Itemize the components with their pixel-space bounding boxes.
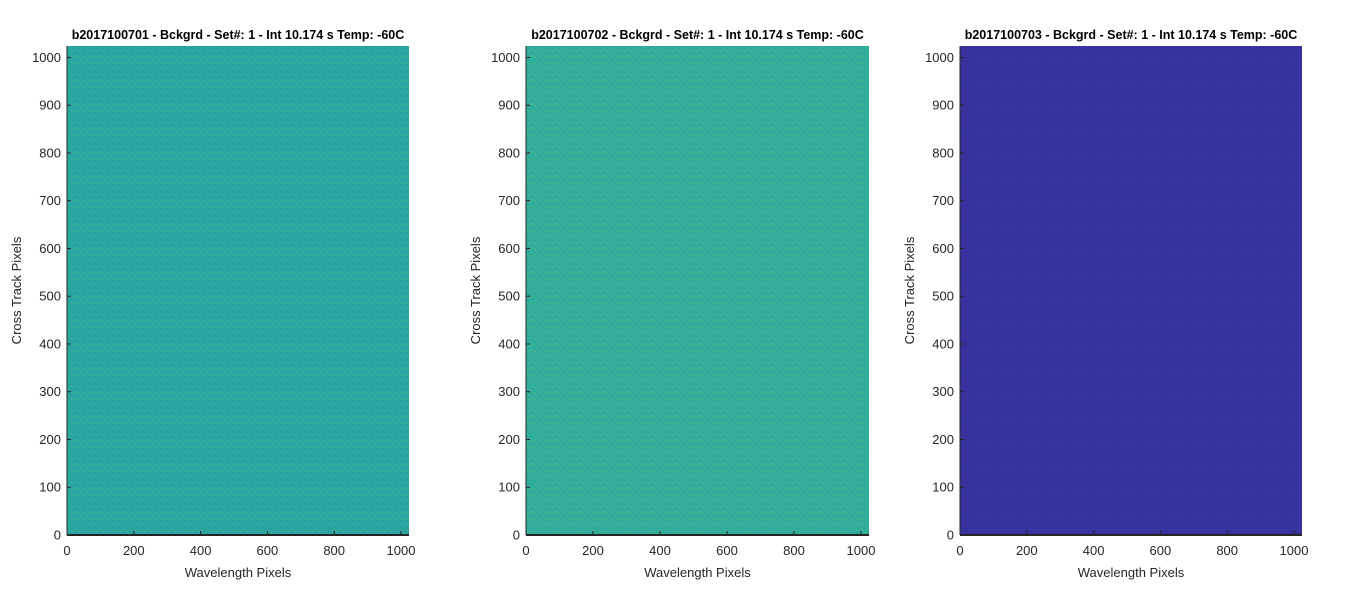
y-tick-label: 700 <box>932 193 954 208</box>
x-tick-label: 200 <box>123 543 145 558</box>
y-tick-label: 800 <box>498 145 520 160</box>
y-tick-label: 300 <box>932 384 954 399</box>
chart-2: 0 200 400 600 800 1000 0 100 200 300 400 500 600 700 8… <box>468 28 875 580</box>
heatmap-image[interactable] <box>526 46 869 535</box>
x-tick-label: 0 <box>522 543 529 558</box>
y-tick-label: 100 <box>932 480 954 495</box>
x-tick-label: 200 <box>1016 543 1038 558</box>
y-tick-label: 500 <box>39 289 61 304</box>
x-tick-label: 400 <box>1083 543 1105 558</box>
y-tick-label: 800 <box>932 145 954 160</box>
x-axis-label: Wavelength Pixels <box>644 565 751 580</box>
x-tick-label: 0 <box>63 543 70 558</box>
y-tick-label: 400 <box>498 336 520 351</box>
y-axis-label: Cross Track Pixels <box>468 236 483 344</box>
y-tick-label: 900 <box>498 98 520 113</box>
y-tick-label: 600 <box>932 241 954 256</box>
x-tick-label: 200 <box>582 543 604 558</box>
x-tick-label: 400 <box>190 543 212 558</box>
x-tick-label: 400 <box>649 543 671 558</box>
y-tick-label: 100 <box>39 480 61 495</box>
y-tick-label: 1000 <box>32 50 61 65</box>
x-tick-label: 800 <box>783 543 805 558</box>
y-tick-label: 200 <box>39 432 61 447</box>
y-tick-label: 900 <box>39 98 61 113</box>
y-tick-label: 0 <box>54 528 61 543</box>
x-tick-label: 1000 <box>1280 543 1309 558</box>
y-tick-label: 800 <box>39 145 61 160</box>
y-tick-label: 500 <box>932 289 954 304</box>
y-axis-label: Cross Track Pixels <box>902 236 917 344</box>
chart-1: 0 200 400 600 800 1000 0 100 200 300 400 500 600 700 8… <box>9 28 415 580</box>
x-tick-label: 600 <box>257 543 279 558</box>
y-tick-label: 500 <box>498 289 520 304</box>
y-tick-label: 300 <box>498 384 520 399</box>
y-tick-label: 400 <box>932 336 954 351</box>
y-tick-label: 700 <box>498 193 520 208</box>
y-tick-label: 600 <box>39 241 61 256</box>
y-tick-label: 1000 <box>925 50 954 65</box>
x-tick-label: 800 <box>1216 543 1238 558</box>
x-tick-label: 0 <box>956 543 963 558</box>
y-tick-label: 0 <box>513 528 520 543</box>
x-tick-label: 600 <box>1150 543 1172 558</box>
y-tick-label: 200 <box>932 432 954 447</box>
y-tick-label: 300 <box>39 384 61 399</box>
heatmap-image[interactable] <box>67 46 409 535</box>
chart-title: b2017100703 - Bckgrd - Set#: 1 - Int 10.… <box>965 28 1298 42</box>
chart-title: b2017100702 - Bckgrd - Set#: 1 - Int 10.… <box>531 28 864 42</box>
y-tick-label: 100 <box>498 480 520 495</box>
y-tick-label: 700 <box>39 193 61 208</box>
x-axis-label: Wavelength Pixels <box>1078 565 1185 580</box>
x-tick-label: 1000 <box>847 543 876 558</box>
y-tick-label: 1000 <box>491 50 520 65</box>
heatmap-image[interactable] <box>960 46 1302 535</box>
y-tick-label: 900 <box>932 98 954 113</box>
y-tick-label: 400 <box>39 336 61 351</box>
x-tick-label: 800 <box>323 543 345 558</box>
chart-title: b2017100701 - Bckgrd - Set#: 1 - Int 10.… <box>72 28 405 42</box>
x-axis-label: Wavelength Pixels <box>185 565 292 580</box>
chart-3: 0 200 400 600 800 1000 0 100 200 300 400 500 600 700 8… <box>902 28 1308 580</box>
x-tick-label: 1000 <box>387 543 416 558</box>
y-tick-label: 0 <box>947 528 954 543</box>
y-tick-label: 200 <box>498 432 520 447</box>
x-tick-label: 600 <box>716 543 738 558</box>
y-axis-label: Cross Track Pixels <box>9 236 24 344</box>
y-tick-label: 600 <box>498 241 520 256</box>
